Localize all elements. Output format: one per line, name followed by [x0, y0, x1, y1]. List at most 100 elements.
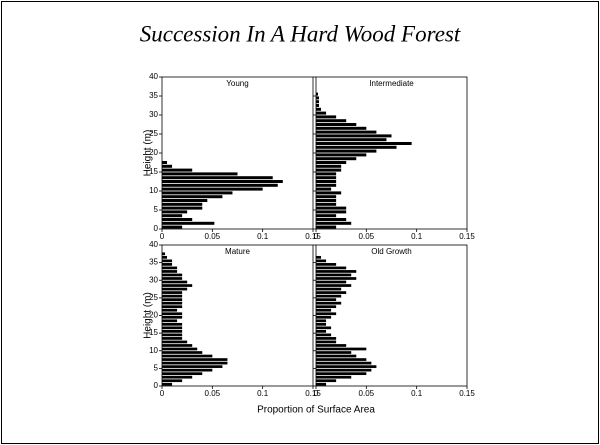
bar: [316, 326, 332, 330]
bar: [316, 330, 327, 333]
bar: [316, 361, 372, 365]
bar: [316, 365, 377, 368]
bar: [316, 218, 347, 221]
bar: [316, 305, 337, 309]
x-tick-label: 0.05: [205, 389, 221, 398]
bar: [316, 138, 387, 142]
bar: [316, 191, 342, 195]
bar: [316, 280, 347, 284]
bar: [316, 180, 337, 183]
bar: [316, 107, 322, 111]
bar: [162, 161, 168, 164]
bar: [162, 312, 183, 316]
y-tick-label: 40: [149, 72, 158, 81]
bar: [316, 315, 332, 319]
bar: [162, 291, 183, 294]
x-tick-label: 0.15: [305, 389, 321, 398]
x-tick-label: 0.05: [205, 232, 221, 241]
y-axis-label: Height (m): [143, 292, 154, 339]
x-tick-label: 0.1: [411, 232, 423, 241]
y-tick-label: 40: [149, 240, 158, 249]
bar: [316, 100, 320, 104]
bar: [162, 347, 198, 351]
y-tick-label: 10: [149, 346, 158, 355]
bar: [316, 301, 342, 305]
y-tick-label: 5: [154, 363, 159, 372]
bar: [162, 301, 183, 305]
bar: [316, 187, 332, 191]
bar: [316, 96, 320, 100]
bar: [316, 142, 412, 145]
y-tick-label: 25: [149, 129, 158, 138]
bar: [316, 153, 367, 157]
bar: [316, 312, 337, 316]
bar: [162, 168, 193, 172]
bar: [162, 206, 203, 210]
bar: [316, 319, 327, 323]
bar: [162, 221, 215, 225]
y-tick-label: 35: [149, 258, 158, 267]
y-tick-label: 10: [149, 186, 158, 195]
panel-title: Intermediate: [369, 79, 414, 88]
y-tick-label: 25: [149, 293, 158, 302]
bar: [316, 351, 352, 354]
x-tick-label: 0: [314, 232, 319, 241]
bar: [162, 266, 178, 270]
bar: [162, 284, 193, 287]
bar: [316, 145, 397, 149]
bar: [162, 218, 193, 221]
bar: [316, 149, 377, 153]
bar: [162, 287, 188, 291]
bar: [316, 157, 357, 161]
bar: [162, 326, 183, 330]
bar: [316, 255, 322, 259]
bar: [162, 322, 183, 326]
bar: [162, 379, 183, 383]
bar: [316, 225, 337, 229]
bar: [316, 382, 327, 386]
bar: [316, 172, 337, 176]
bar: [316, 308, 332, 312]
x-tick-label: 0: [160, 389, 165, 398]
y-axis-label: Height (m): [143, 130, 154, 177]
x-tick-label: 0: [160, 232, 165, 241]
x-tick-label: 0.15: [459, 232, 475, 241]
bar: [162, 298, 183, 301]
bar: [316, 263, 337, 266]
bar: [316, 126, 367, 130]
bar: [316, 347, 367, 351]
bar: [162, 172, 238, 176]
x-tick-label: 0.1: [257, 389, 269, 398]
bar: [316, 375, 352, 379]
bar: [162, 372, 203, 376]
panel-title: Mature: [225, 247, 250, 256]
bar: [162, 305, 183, 309]
bar: [162, 277, 183, 280]
x-tick-label: 0.1: [411, 389, 423, 398]
y-tick-label: 30: [149, 275, 158, 284]
bar: [316, 115, 337, 119]
y-tick-label: 0: [154, 381, 159, 390]
bar: [162, 259, 173, 263]
bar: [316, 259, 327, 263]
bar: [162, 210, 188, 214]
bar: [316, 270, 357, 273]
bar: [316, 130, 377, 134]
bar: [162, 340, 188, 344]
x-tick-label: 0.05: [359, 389, 375, 398]
x-tick-label: 0.05: [359, 232, 375, 241]
bar: [316, 210, 347, 214]
bar: [316, 183, 337, 187]
y-tick-label: 35: [149, 91, 158, 100]
x-tick-label: 0.15: [459, 389, 475, 398]
bar: [162, 270, 178, 273]
bar: [162, 308, 178, 312]
x-tick-label: 0.1: [257, 232, 269, 241]
slide-title: Succession In A Hard Wood Forest: [140, 21, 461, 46]
bar: [162, 187, 263, 191]
bar: [316, 277, 357, 280]
bar: [162, 351, 203, 354]
panel-title: Old Growth: [371, 247, 411, 256]
bar: [162, 337, 183, 340]
